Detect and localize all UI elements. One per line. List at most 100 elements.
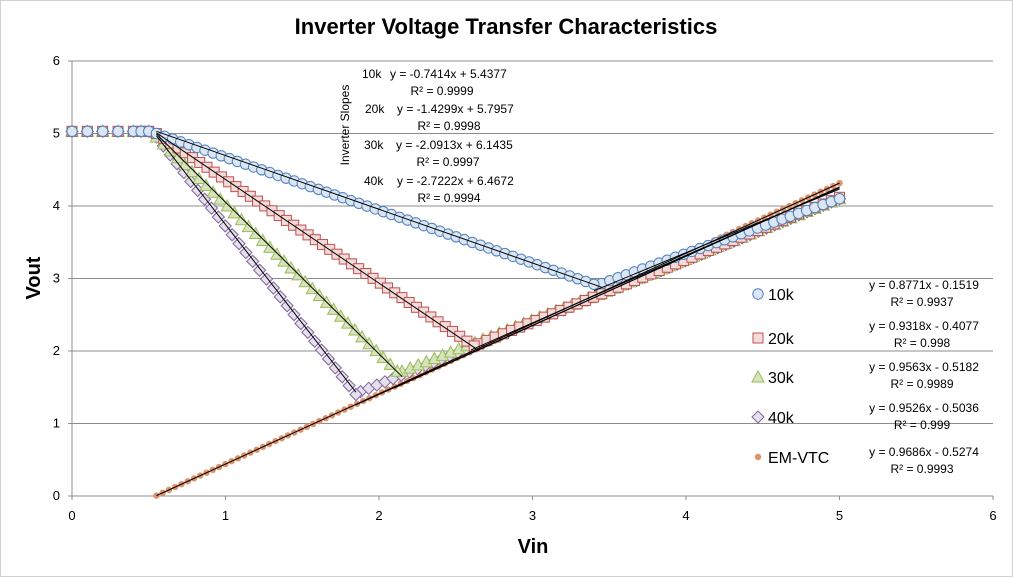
fit-equation: y = 0.9686x - 0.5274	[869, 445, 979, 459]
marker-40k	[314, 343, 329, 357]
marker-40k	[335, 370, 349, 384]
marker-30k	[390, 364, 405, 377]
annotation-r2: R² = 0.9999	[410, 84, 473, 98]
trendlines	[156, 130, 840, 497]
marker-40k	[232, 236, 246, 251]
legend-marker-em-vtc	[754, 453, 762, 461]
y-tick-label: 5	[53, 126, 60, 141]
fit-r2: R² = 0.999	[894, 418, 951, 432]
trendline-30k	[156, 133, 403, 377]
legend: 10k 20k 30k 40k EM-VTC	[751, 287, 829, 467]
marker-30k	[220, 198, 235, 212]
marker-30k	[227, 205, 242, 219]
marker-40k	[301, 325, 315, 340]
annotation-r2: R² = 0.9998	[417, 119, 480, 133]
marker-10k	[81, 125, 94, 138]
marker-40k	[259, 272, 274, 286]
marker-30k	[255, 233, 270, 246]
marker-40k	[273, 290, 287, 304]
x-tick-label: 3	[529, 508, 536, 523]
marker-30k	[177, 157, 192, 171]
marker-40k	[321, 352, 336, 366]
marker-30k	[383, 357, 398, 370]
fit-equation: y = 0.9526x - 0.5036	[869, 401, 979, 415]
marker-30k	[213, 192, 228, 205]
annotation-series-name: 30k	[364, 138, 384, 152]
legend-label: EM-VTC	[768, 450, 829, 467]
marker-30k	[362, 336, 376, 350]
annotation-equation: y = -1.4299x + 5.7957	[397, 102, 514, 116]
marker-40k	[266, 281, 281, 295]
marker-10k	[97, 125, 109, 138]
marker-40k	[239, 245, 253, 260]
marker-30k	[199, 178, 213, 191]
x-tick-label: 1	[222, 508, 229, 523]
x-tick-label: 6	[989, 508, 996, 523]
trendline-40k	[355, 186, 840, 406]
legend-label: 20k	[768, 331, 795, 348]
marker-30k	[206, 185, 220, 198]
x-axis-title: Vin	[518, 536, 549, 558]
trendline-20k	[156, 132, 480, 351]
marker-40k	[342, 378, 356, 393]
marker-30k	[248, 226, 263, 240]
y-tick-label: 2	[53, 343, 60, 358]
marker-40k	[349, 387, 363, 402]
y-tick-label: 0	[53, 488, 60, 503]
fit-r2: R² = 0.9989	[890, 377, 953, 391]
fit-r2: R² = 0.9937	[890, 295, 953, 309]
marker-40k	[328, 361, 343, 375]
legend-label: 40k	[768, 410, 795, 427]
x-tick-label: 5	[836, 508, 843, 523]
trendline-40k	[156, 135, 357, 393]
y-tick-label: 6	[53, 53, 60, 68]
fit-r2: R² = 0.998	[894, 336, 951, 350]
annotation-equation: y = -2.7222x + 6.4672	[397, 174, 514, 188]
x-tick-label: 2	[375, 508, 382, 523]
marker-40k	[246, 254, 260, 269]
annotation-title: Inverter Slopes	[338, 85, 352, 166]
legend-marker-40k	[751, 410, 765, 424]
marker-10k	[112, 125, 124, 138]
marker-40k	[204, 201, 219, 215]
annotation-series-name: 40k	[364, 174, 384, 188]
annotation-r2: R² = 0.9994	[417, 191, 480, 205]
legend-label: 10k	[768, 287, 795, 304]
chart-title: Inverter Voltage Transfer Characteristic…	[295, 14, 718, 39]
marker-10k	[833, 193, 846, 205]
annotation-equation: y = -0.7414x + 5.4377	[390, 67, 507, 81]
annotation-series-name: 10k	[362, 67, 382, 81]
marker-30k	[192, 171, 206, 184]
fit-equation: y = 0.9318x - 0.4077	[869, 319, 979, 333]
x-tick-label: 4	[682, 508, 689, 523]
slope-annotations: Inverter Slopes 10k y = -0.7414x + 5.4377 R…	[338, 67, 979, 476]
marker-40k	[307, 334, 322, 348]
marker-30k	[369, 343, 383, 357]
trendline-10k	[156, 130, 602, 288]
marker-40k	[225, 228, 239, 242]
trendline-em-vtc	[156, 182, 840, 497]
marker-30k	[234, 212, 249, 226]
fit-equation: y = 0.8771x - 0.1519	[869, 278, 979, 292]
tick-labels: 0 1 2 3 4 5 6 0 1 2 3 4 5 6	[53, 53, 997, 523]
annotation-series-name: 20k	[365, 102, 385, 116]
marker-40k	[294, 316, 308, 331]
marker-40k	[252, 263, 267, 277]
fit-r2: R² = 0.9993	[890, 462, 953, 476]
x-tick-label: 0	[68, 508, 75, 523]
marker-40k	[218, 219, 232, 233]
marker-40k	[211, 210, 226, 224]
marker-40k	[287, 307, 301, 322]
legend-marker-10k	[752, 288, 764, 300]
marker-40k	[280, 299, 294, 313]
marker-10k	[66, 125, 78, 138]
annotation-r2: R² = 0.9997	[416, 155, 479, 169]
marker-30k	[376, 350, 391, 364]
legend-label: 30k	[768, 370, 795, 387]
y-tick-label: 1	[53, 416, 60, 431]
legend-marker-20k	[752, 332, 764, 344]
marker-30k	[185, 164, 199, 178]
